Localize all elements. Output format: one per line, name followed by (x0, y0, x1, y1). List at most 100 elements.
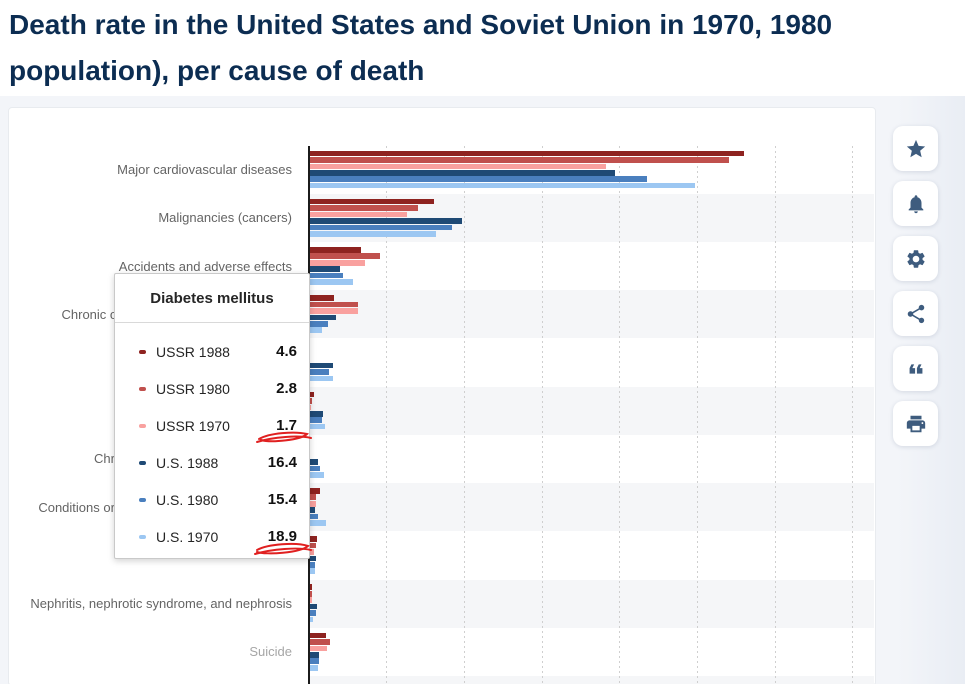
bar-ussr-1988[interactable] (310, 536, 317, 542)
bar-ussr-1988[interactable] (310, 632, 327, 639)
bar-u-s-1980[interactable] (310, 562, 315, 568)
print-button[interactable] (893, 401, 938, 446)
category-label: Suicide (249, 644, 292, 660)
bar-u-s-1988[interactable] (310, 507, 315, 514)
bar-u-s-1980[interactable] (310, 658, 320, 665)
bar-ussr-1988[interactable] (310, 150, 745, 157)
tooltip-series-value: 1.7 (276, 417, 297, 434)
bar-ussr-1988[interactable] (310, 198, 434, 205)
gear-icon (906, 249, 925, 268)
bar-ussr-1970[interactable] (310, 163, 606, 170)
bar-ussr-1970[interactable] (310, 549, 314, 555)
bar-u-s-1988[interactable] (310, 314, 336, 321)
tooltip-series-value: 15.4 (267, 491, 297, 508)
settings-button[interactable] (893, 236, 938, 281)
series-marker (139, 386, 146, 391)
tooltip-series-label: U.S. 1980 (156, 491, 219, 508)
bar-u-s-1980[interactable] (310, 417, 322, 424)
row-band (309, 675, 874, 684)
tooltip-series-label: USSR 1988 (156, 343, 230, 360)
series-marker (139, 460, 146, 465)
bar-u-s-1970[interactable] (310, 664, 318, 671)
bar-u-s-1980[interactable] (310, 224, 453, 231)
category-label: Malignancies (cancers) (158, 210, 292, 226)
share-button[interactable] (893, 291, 938, 336)
bar-ussr-1980[interactable] (310, 494, 316, 501)
bar-ussr-1970[interactable] (310, 308, 359, 314)
bar-u-s-1988[interactable] (310, 603, 318, 610)
bar-ussr-1988[interactable] (310, 584, 313, 591)
bar-ussr-1988[interactable] (310, 295, 335, 301)
bar-ussr-1980[interactable] (310, 301, 359, 308)
tooltip-row: U.S. 1988 16.4 (139, 444, 297, 481)
tooltip-series-label: U.S. 1970 (156, 528, 219, 545)
bar-ussr-1980[interactable] (310, 205, 418, 211)
bar-ussr-1988[interactable] (310, 247, 362, 253)
bar-u-s-1980[interactable] (310, 369, 329, 375)
bar-ussr-1980[interactable] (310, 542, 316, 549)
bar-u-s-1988[interactable] (310, 652, 319, 658)
bar-u-s-1988[interactable] (310, 459, 319, 465)
bar-u-s-1970[interactable] (310, 327, 322, 334)
bar-ussr-1988[interactable] (310, 488, 321, 494)
category-label: Nephritis, nephrotic syndrome, and nephr… (30, 596, 292, 612)
bar-ussr-1970[interactable] (310, 211, 408, 218)
bar-u-s-1980[interactable] (310, 610, 316, 616)
bar-u-s-1980[interactable] (310, 513, 318, 520)
tooltip-series-label: USSR 1970 (156, 417, 230, 434)
bar-ussr-1988[interactable] (310, 391, 314, 398)
x-gridline (619, 145, 621, 684)
bar-u-s-1970[interactable] (310, 182, 695, 189)
bar-ussr-1970[interactable] (310, 500, 316, 507)
bar-ussr-1980[interactable] (310, 253, 380, 260)
bar-u-s-1988[interactable] (310, 266, 341, 273)
bar-u-s-1988[interactable] (310, 410, 323, 417)
tooltip-row: USSR 1988 4.6 (139, 333, 297, 370)
bar-u-s-1980[interactable] (310, 465, 321, 472)
bar-ussr-1970[interactable] (310, 645, 327, 652)
tooltip-divider (115, 322, 309, 323)
bar-ussr-1970[interactable] (310, 597, 313, 603)
share-icon (907, 304, 924, 323)
chart-tooltip: Diabetes mellitus USSR 1988 4.6 USSR 1980 2… (114, 273, 310, 559)
tooltip-series-value: 16.4 (267, 454, 297, 471)
bar-u-s-1970[interactable] (310, 520, 327, 526)
star-icon (906, 139, 925, 157)
bar-u-s-1970[interactable] (310, 616, 314, 623)
tooltip-series-value: 4.6 (276, 343, 297, 360)
bar-u-s-1970[interactable] (310, 568, 315, 575)
bar-ussr-1980[interactable] (310, 157, 729, 163)
bar-u-s-1980[interactable] (310, 176, 648, 183)
series-marker (139, 349, 146, 354)
page-title-line2: population), per cause of death (9, 55, 425, 86)
cite-button[interactable] (893, 346, 938, 391)
bar-ussr-1980[interactable] (310, 639, 330, 645)
bar-u-s-1970[interactable] (310, 423, 325, 430)
tooltip-series-label: U.S. 1988 (156, 454, 219, 471)
bar-u-s-1970[interactable] (310, 279, 353, 285)
bar-u-s-1980[interactable] (310, 272, 344, 279)
bar-u-s-1988[interactable] (310, 218, 462, 224)
bar-ussr-1980[interactable] (310, 590, 313, 597)
bar-u-s-1970[interactable] (310, 375, 334, 382)
bar-u-s-1970[interactable] (310, 472, 324, 478)
x-gridline (386, 145, 388, 684)
bar-ussr-1980[interactable] (310, 398, 313, 404)
bar-u-s-1988[interactable] (310, 169, 616, 176)
tooltip-row: U.S. 1980 15.4 (139, 481, 297, 518)
row-band (309, 483, 874, 532)
x-gridline (541, 145, 543, 684)
bar-u-s-1988[interactable] (310, 362, 333, 369)
bar-u-s-1980[interactable] (310, 321, 328, 327)
bar-u-s-1988[interactable] (310, 555, 316, 562)
bar-ussr-1970[interactable] (310, 259, 366, 266)
tooltip-series-value: 2.8 (276, 380, 297, 397)
series-marker (139, 497, 146, 502)
favorite-button[interactable] (893, 126, 938, 171)
bar-u-s-1970[interactable] (310, 231, 436, 237)
tooltip-title: Diabetes mellitus (150, 289, 274, 307)
bar-ussr-1970[interactable] (310, 404, 312, 411)
notifications-button[interactable] (893, 181, 938, 226)
